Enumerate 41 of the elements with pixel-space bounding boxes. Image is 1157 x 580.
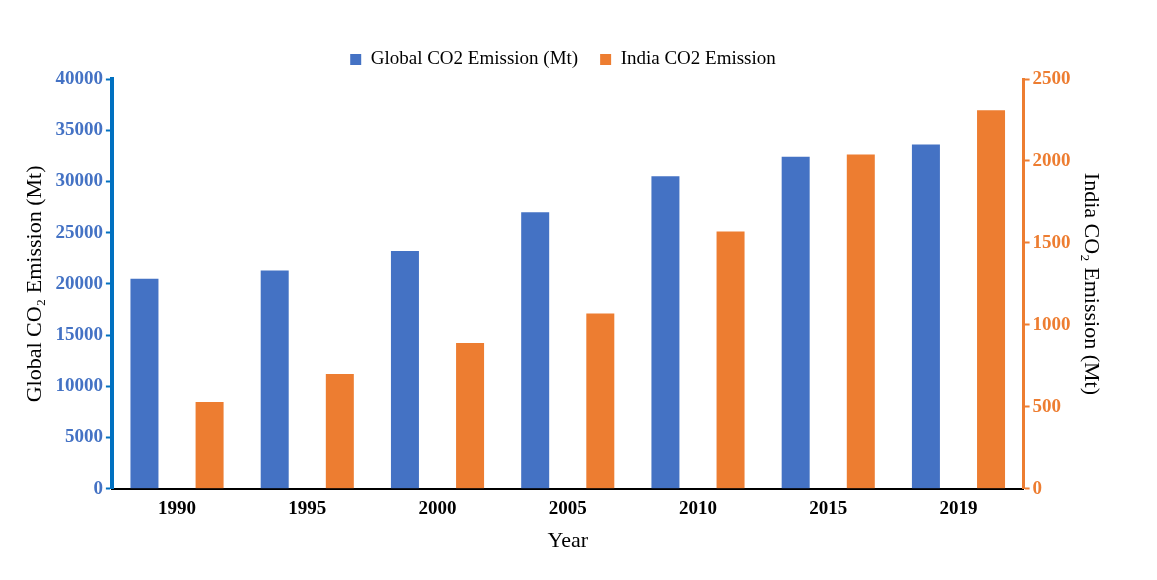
bar xyxy=(260,270,289,489)
bar xyxy=(977,110,1006,489)
y-tick-label: 35000 xyxy=(55,118,103,140)
x-tick-label: 2019 xyxy=(939,497,978,519)
bar xyxy=(586,313,615,489)
y2-axis-title: India CO₂ Emission (Mt) xyxy=(1080,172,1106,395)
x-tick-label: 2015 xyxy=(809,497,848,519)
x-tick-label: 2005 xyxy=(548,497,587,519)
y2-tick-label: 2000 xyxy=(1032,148,1071,170)
y-tick-label: 20000 xyxy=(55,271,103,293)
bar xyxy=(651,176,680,489)
y2-tick-label: 2500 xyxy=(1032,66,1071,88)
y-tick-label: 5000 xyxy=(64,425,103,447)
y2-tick-label: 500 xyxy=(1032,394,1062,416)
bar xyxy=(456,342,485,489)
y-tick-label: 25000 xyxy=(55,220,103,242)
bar xyxy=(130,278,159,489)
y-tick-label: 15000 xyxy=(55,323,103,345)
bar xyxy=(716,231,745,489)
x-tick-label: 2010 xyxy=(678,497,717,519)
bar xyxy=(390,251,419,489)
bar xyxy=(911,144,940,489)
y-tick-label: 30000 xyxy=(55,169,103,191)
y2-tick-label: 1000 xyxy=(1032,312,1071,334)
y-tick-label: 0 xyxy=(93,476,103,498)
bar xyxy=(781,156,810,489)
y-axis-title: Global CO₂ Emission (Mt) xyxy=(20,165,46,403)
y-tick-label: 10000 xyxy=(55,374,103,396)
x-tick-label: 1995 xyxy=(288,497,327,519)
x-tick-label: 1990 xyxy=(158,497,197,519)
y-tick-label: 40000 xyxy=(55,66,103,88)
bar xyxy=(195,401,224,489)
bar xyxy=(325,374,354,489)
legend-label: India CO2 Emission xyxy=(620,47,777,69)
legend-label: Global CO2 Emission (Mt) xyxy=(370,47,579,70)
y2-tick-label: 0 xyxy=(1032,476,1043,498)
bar xyxy=(521,212,550,489)
x-axis-title: Year xyxy=(547,526,589,552)
y2-tick-label: 1500 xyxy=(1032,230,1071,252)
bar xyxy=(846,154,875,489)
x-tick-label: 2000 xyxy=(418,497,457,519)
